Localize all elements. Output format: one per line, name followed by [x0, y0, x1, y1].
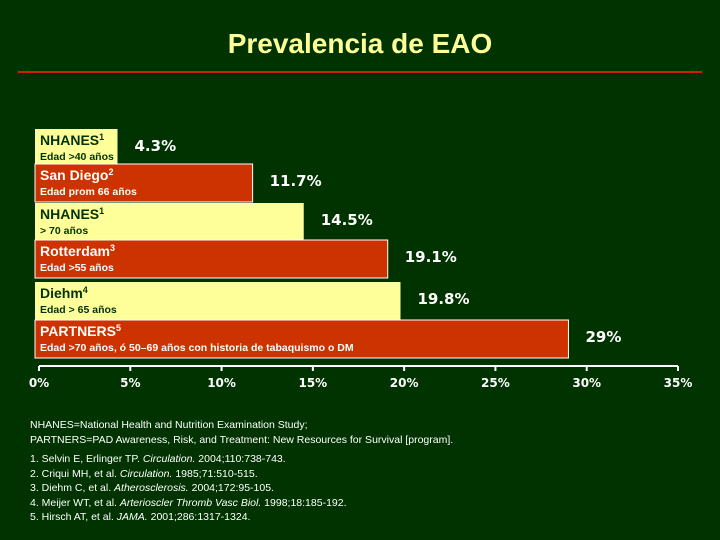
x-tick-label: 10% — [207, 376, 236, 390]
title-divider — [18, 71, 702, 73]
bar-category-label: San Diego2 — [40, 167, 113, 183]
value-label: 19.1% — [405, 248, 457, 266]
reference-3: 3. Diehm C, et al. Atherosclerosis. 2004… — [30, 482, 274, 494]
bar-category-label: Rotterdam3 — [40, 243, 115, 259]
bar-sublabel: Edad >70 años, ó 50–69 años con historia… — [40, 342, 354, 354]
footnotes: NHANES=National Health and Nutrition Exa… — [30, 418, 700, 525]
value-label: 19.8% — [417, 290, 469, 308]
value-label: 4.3% — [135, 137, 177, 155]
x-tick-label: 5% — [120, 376, 140, 390]
x-tick-label: 15% — [298, 376, 327, 390]
x-tick-label: 25% — [481, 376, 510, 390]
bar — [34, 163, 254, 203]
bar-category-label: PARTNERS5 — [40, 323, 121, 339]
bar — [35, 129, 118, 167]
value-label: 11.7% — [270, 172, 322, 190]
bar — [34, 319, 569, 359]
bar-sublabel: Edad >55 años — [40, 262, 114, 274]
reference-2: 2. Criqui MH, et al. Circulation. 1985;7… — [30, 467, 258, 480]
bar-sublabel: Edad prom 66 años — [40, 186, 137, 198]
prevalence-bar-chart: NHANES1 Edad >40 años 4.3% San Diego2 Edad p… — [29, 129, 693, 390]
value-label: 29% — [585, 328, 621, 346]
bar-category-label: NHANES1 — [40, 206, 104, 222]
reference-1: 1. Selvin E, Erlinger TP. Circulation. 2… — [30, 453, 286, 465]
abbreviation-nhanes: NHANES=National Health and Nutrition Exa… — [30, 419, 308, 431]
reference-4: 4. Meijer WT, et al. Arterioscler Thromb… — [30, 496, 347, 509]
bar — [35, 203, 304, 241]
x-tick-label: 0% — [29, 376, 49, 390]
x-tick-label: 20% — [390, 376, 419, 390]
bar-sublabel: > 70 años — [40, 225, 88, 237]
bar-sublabel: Edad > 65 años — [40, 304, 117, 316]
x-tick-label: 35% — [664, 376, 693, 390]
bar-category-label: Diehm4 — [40, 285, 88, 301]
slide-title: Prevalencia de EAO — [227, 28, 493, 59]
abbreviation-partners: PARTNERS=PAD Awareness, Risk, and Treatm… — [30, 434, 454, 446]
x-tick-label: 30% — [572, 376, 601, 390]
bar — [34, 239, 389, 279]
bar-sublabel: Edad >40 años — [40, 151, 114, 163]
bar — [35, 282, 401, 320]
value-label: 14.5% — [321, 211, 373, 229]
reference-5: 5. Hirsch AT, et al. JAMA. 2001;286:1317… — [30, 511, 251, 523]
bar-category-label: NHANES1 — [40, 132, 104, 148]
